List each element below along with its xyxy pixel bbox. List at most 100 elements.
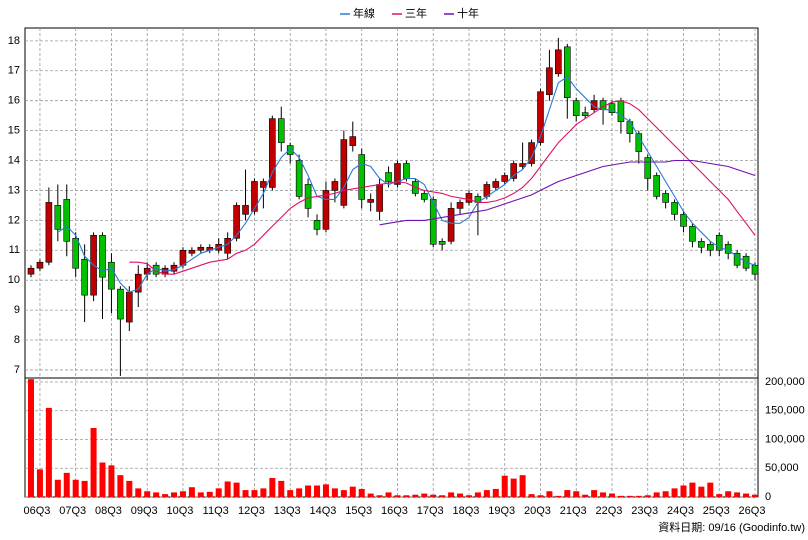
volume-bar	[752, 494, 758, 497]
candle-body	[572, 100, 580, 116]
volume-bar	[626, 495, 633, 497]
candle-body	[394, 163, 401, 185]
candle-body	[72, 237, 79, 269]
volume-bar	[144, 491, 151, 497]
volume-bar	[108, 465, 115, 497]
candle-body	[581, 112, 589, 116]
y-tick-label-right: 50,000	[765, 462, 799, 474]
volume-bar	[188, 487, 195, 497]
candle-body	[99, 235, 106, 278]
volume-bar	[63, 472, 70, 497]
candle-body	[45, 202, 53, 263]
volume-bar	[644, 495, 651, 497]
volume-bar	[206, 491, 213, 497]
volume-bar	[36, 469, 43, 497]
volume-bar	[421, 493, 428, 497]
legend-label: 年線	[353, 6, 375, 20]
volume-bar	[215, 488, 222, 497]
volume-bar	[376, 495, 383, 497]
x-tick-label: 12Q3	[238, 505, 265, 517]
volume-bar	[153, 492, 160, 497]
x-tick-label: 21Q3	[560, 505, 587, 517]
candle-body	[233, 205, 240, 239]
candle-body	[54, 205, 62, 230]
candle-body	[251, 181, 258, 212]
volume-bar	[743, 493, 750, 497]
volume-bar	[171, 492, 178, 497]
volume-bar	[385, 492, 392, 497]
volume-bar	[28, 379, 34, 497]
candle-body	[349, 136, 357, 146]
candle-body	[179, 249, 187, 266]
candle-body	[617, 100, 625, 122]
y-tick-label: 13	[8, 184, 20, 196]
volume-bar	[439, 495, 446, 497]
volume-bar	[635, 495, 642, 497]
candle-body	[653, 175, 660, 197]
x-tick-label: 11Q3	[203, 505, 229, 517]
volume-bar	[483, 490, 490, 497]
candle-body	[260, 181, 267, 188]
volume-bar	[474, 492, 481, 497]
volume-bar	[698, 486, 705, 497]
y-tick-label: 16	[8, 95, 20, 107]
candle-body	[224, 237, 231, 254]
volume-bar	[135, 488, 142, 497]
volume-bar	[430, 494, 437, 497]
candle-body	[662, 193, 669, 203]
volume-bar	[617, 495, 624, 497]
volume-bar	[278, 480, 285, 497]
candle-body	[108, 261, 115, 290]
candle-body	[322, 190, 330, 230]
candle-body	[537, 91, 544, 143]
candle-body	[313, 220, 321, 230]
volume-bar	[519, 475, 526, 497]
candle-body	[188, 249, 196, 254]
y-tick-label: 14	[8, 154, 20, 166]
volume-bar	[412, 494, 419, 497]
y-tick-label: 9	[14, 304, 20, 316]
x-tick-label: 06Q3	[23, 505, 50, 517]
candle-body	[733, 252, 741, 266]
volume-bar	[81, 480, 88, 497]
volume-bar	[322, 484, 329, 497]
volume-bar	[707, 482, 714, 497]
volume-bar	[45, 407, 52, 497]
volume-bar	[662, 491, 669, 497]
x-tick-label: 13Q3	[274, 505, 301, 517]
y-tick-label: 17	[8, 65, 20, 77]
y-tick-label: 18	[8, 35, 20, 47]
candle-body	[429, 199, 437, 245]
y-tick-label-right: 150,000	[765, 405, 805, 417]
volume-bar	[403, 495, 410, 497]
x-tick-label: 26Q3	[739, 505, 766, 517]
volume-bar	[331, 488, 338, 497]
volume-bar	[653, 492, 660, 497]
volume-bar	[582, 494, 589, 497]
volume-bar	[349, 486, 356, 497]
candle-body	[528, 142, 535, 164]
volume-bar	[197, 492, 204, 497]
candle-body	[608, 103, 616, 113]
candle-body	[81, 258, 88, 296]
candle-body	[590, 100, 598, 110]
candle-body	[563, 46, 571, 99]
candle-body	[304, 184, 312, 209]
volume-bar	[448, 492, 455, 497]
x-tick-label: 17Q3	[417, 505, 444, 517]
y-tick-label: 8	[14, 334, 20, 346]
volume-bar	[90, 428, 97, 497]
candle-body	[242, 205, 249, 215]
volume-bar	[224, 481, 231, 497]
x-tick-label: 10Q3	[166, 505, 193, 517]
volume-bar	[600, 492, 607, 497]
ma-line	[57, 76, 756, 293]
candle-body	[644, 157, 652, 179]
volume-bar	[591, 490, 598, 497]
volume-bar	[314, 485, 321, 497]
candle-body	[546, 67, 553, 96]
candle-body	[277, 118, 285, 143]
volume-bar	[260, 488, 267, 497]
volume-bar	[555, 495, 562, 497]
candle-body	[510, 163, 517, 179]
